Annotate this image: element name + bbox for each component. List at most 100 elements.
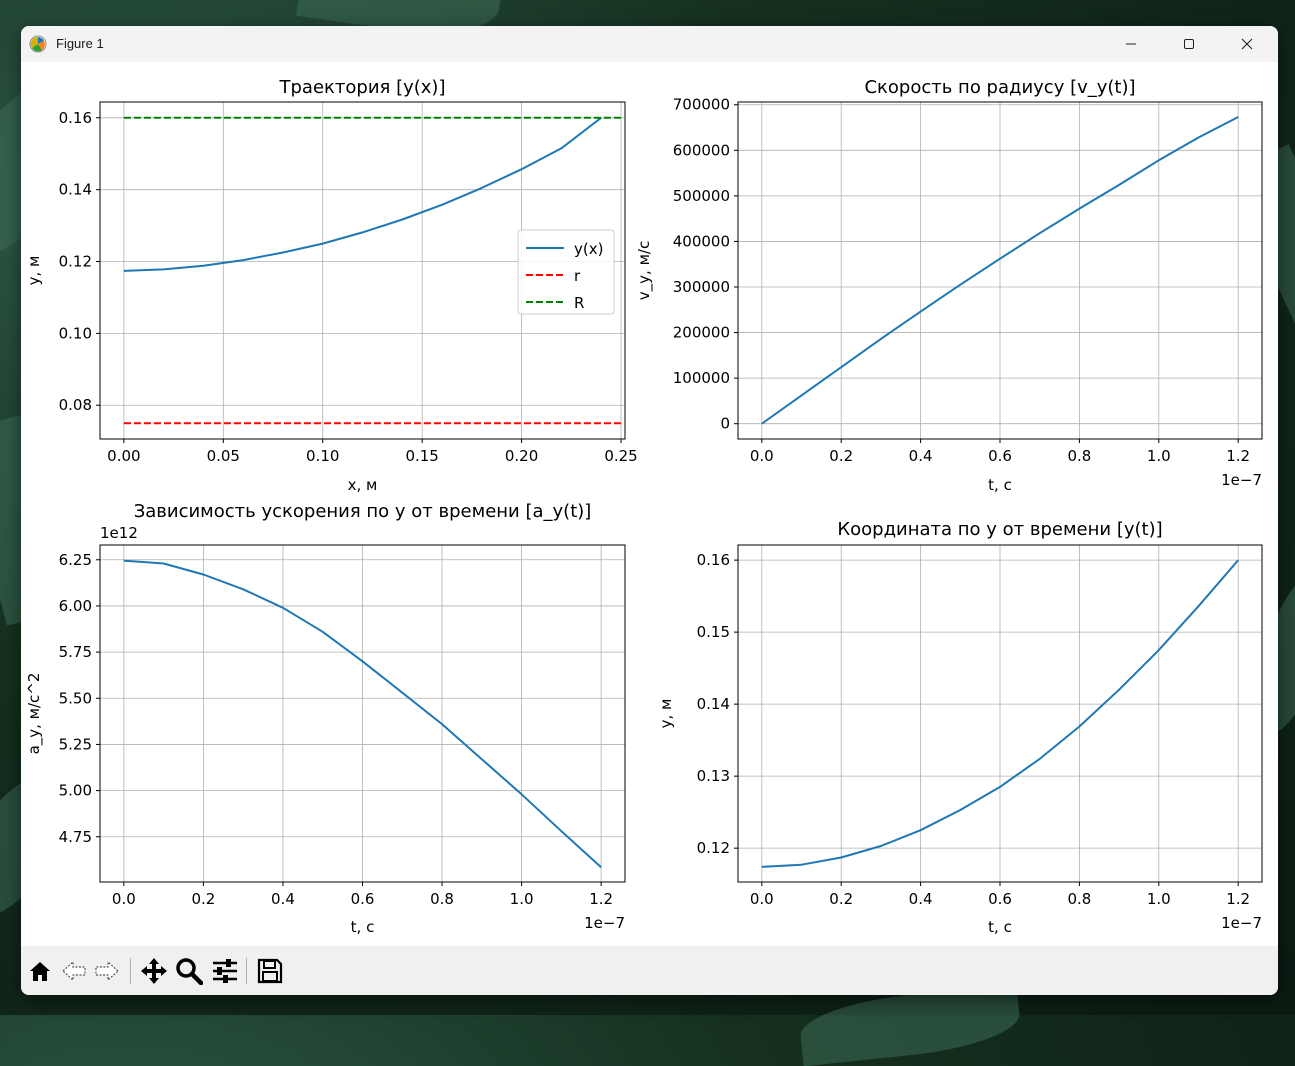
close-icon bbox=[1241, 38, 1253, 50]
y-tick-label: 0.12 bbox=[59, 253, 92, 271]
y-axis-label: y, м bbox=[657, 699, 675, 729]
minimize-button[interactable] bbox=[1102, 26, 1160, 62]
legend-box bbox=[517, 229, 615, 315]
window-title: Figure 1 bbox=[56, 36, 104, 51]
matplotlib-icon bbox=[29, 35, 47, 53]
x-axis-label: t, с bbox=[988, 918, 1012, 936]
series-line-series-0 bbox=[761, 116, 1239, 425]
x-tick-label: 0.2 bbox=[191, 890, 215, 908]
toolbar-separator bbox=[130, 958, 131, 984]
maximize-icon bbox=[1184, 39, 1194, 49]
x-axis-label: t, с bbox=[351, 918, 375, 936]
x-tick-label: 0.6 bbox=[351, 890, 375, 908]
x-tick-label: 0.0 bbox=[750, 890, 774, 908]
x-tick-label: 0.00 bbox=[107, 447, 140, 465]
legend-entry: R bbox=[574, 294, 584, 312]
x-tick-label: 0.2 bbox=[829, 890, 853, 908]
x-tick-label: 0.15 bbox=[405, 447, 438, 465]
home-icon bbox=[30, 962, 50, 981]
x-tick-label: 0.20 bbox=[505, 447, 538, 465]
y-tick-label: 0.08 bbox=[59, 396, 92, 414]
x-tick-label: 0.6 bbox=[988, 447, 1012, 465]
maximize-button[interactable] bbox=[1160, 26, 1218, 62]
x-tick-label: 1.2 bbox=[1226, 890, 1250, 908]
y-tick-label: 0.16 bbox=[697, 551, 730, 569]
y-offset-label: 1e12 bbox=[100, 524, 138, 542]
y-tick-label: 0 bbox=[720, 415, 730, 433]
x-tick-label: 0.8 bbox=[1067, 447, 1091, 465]
title-bar[interactable]: Figure 1 bbox=[21, 26, 1278, 62]
forward-button[interactable] bbox=[92, 956, 122, 986]
chart-title: Координата по y от времени [y(t)] bbox=[837, 519, 1162, 540]
x-tick-label: 1.2 bbox=[589, 890, 613, 908]
toolbar-separator bbox=[246, 958, 247, 984]
move-icon bbox=[141, 958, 167, 984]
y-tick-label: 500000 bbox=[673, 187, 730, 205]
back-button[interactable] bbox=[59, 956, 89, 986]
x-tick-label: 1.0 bbox=[1147, 890, 1171, 908]
y-tick-label: 100000 bbox=[673, 369, 730, 387]
y-tick-label: 5.75 bbox=[59, 643, 92, 661]
pan-button[interactable] bbox=[139, 956, 169, 986]
zoom-button[interactable] bbox=[174, 956, 204, 986]
x-axis-label: t, с bbox=[988, 476, 1012, 494]
forward-arrow-icon bbox=[95, 960, 119, 982]
x-tick-label: 0.0 bbox=[750, 447, 774, 465]
x-offset-label: 1e−7 bbox=[1221, 471, 1262, 489]
x-tick-label: 0.8 bbox=[1067, 890, 1091, 908]
legend-entry: y(x) bbox=[574, 240, 603, 258]
legend-entry: r bbox=[574, 267, 581, 285]
y-tick-label: 0.10 bbox=[59, 324, 92, 342]
y-tick-label: 5.25 bbox=[59, 735, 92, 753]
x-tick-label: 0.8 bbox=[430, 890, 454, 908]
sliders-icon bbox=[213, 959, 237, 983]
x-tick-label: 0.4 bbox=[909, 890, 933, 908]
series-line-y(x) bbox=[123, 117, 602, 272]
navigation-toolbar bbox=[21, 946, 1278, 995]
figure-canvas[interactable]: 0.00 0.05 0.10 0.15 0.20 0.25 0.08 0.10 0.12 0.14… bbox=[21, 62, 1278, 946]
zoom-icon bbox=[176, 958, 203, 985]
y-tick-label: 0.14 bbox=[697, 695, 730, 713]
y-tick-label: 5.50 bbox=[59, 689, 92, 707]
close-button[interactable] bbox=[1218, 26, 1276, 62]
y-axis-label: a_y, м/с^2 bbox=[25, 673, 44, 755]
x-offset-label: 1e−7 bbox=[584, 914, 625, 932]
x-tick-label: 1.0 bbox=[1147, 447, 1171, 465]
y-tick-label: 0.12 bbox=[697, 839, 730, 857]
y-tick-label: 700000 bbox=[673, 96, 730, 114]
series-line-series-0 bbox=[123, 559, 602, 868]
x-offset-label: 1e−7 bbox=[1221, 914, 1262, 932]
chart-title: Скорость по радиусу [v_y(t)] bbox=[864, 77, 1135, 98]
y-tick-label: 600000 bbox=[673, 141, 730, 159]
y-tick-label: 0.13 bbox=[697, 767, 730, 785]
y-tick-label: 6.25 bbox=[59, 551, 92, 569]
y-tick-label: 0.14 bbox=[59, 181, 92, 199]
y-axis-label: v_y, м/с bbox=[635, 241, 654, 300]
y-tick-label: 0.16 bbox=[59, 109, 92, 127]
x-tick-label: 0.4 bbox=[271, 890, 295, 908]
y-axis-label: y, м bbox=[25, 256, 43, 286]
x-tick-label: 0.4 bbox=[909, 447, 933, 465]
x-axis-label: x, м bbox=[348, 476, 378, 494]
x-tick-label: 0.2 bbox=[829, 447, 853, 465]
figure-window: Figure 1 0.00 0.05 0.10 0.15 0.20 0.25 0.08 0.1… bbox=[21, 26, 1278, 995]
chart-title: Зависимость ускорения по y от времени [a… bbox=[134, 501, 592, 522]
x-tick-label: 0.10 bbox=[306, 447, 339, 465]
x-tick-label: 0.05 bbox=[207, 447, 240, 465]
configure-subplots-button[interactable] bbox=[210, 956, 240, 986]
save-button[interactable] bbox=[255, 956, 285, 986]
home-button[interactable] bbox=[25, 956, 55, 986]
y-tick-label: 5.00 bbox=[59, 782, 92, 800]
x-tick-label: 1.0 bbox=[510, 890, 534, 908]
y-tick-label: 400000 bbox=[673, 232, 730, 250]
chart-title: Траектория [y(x)] bbox=[279, 77, 446, 98]
x-tick-label: 0.6 bbox=[988, 890, 1012, 908]
series-line-series-0 bbox=[761, 559, 1239, 868]
figure-svg: 0.00 0.05 0.10 0.15 0.20 0.250.080.100.120.14… bbox=[25, 77, 1263, 936]
x-tick-label: 0.25 bbox=[604, 447, 637, 465]
y-tick-label: 0.15 bbox=[697, 623, 730, 641]
back-arrow-icon bbox=[62, 960, 86, 982]
x-tick-label: 0.0 bbox=[112, 890, 136, 908]
x-tick-label: 1.2 bbox=[1226, 447, 1250, 465]
minimize-icon bbox=[1126, 43, 1136, 45]
